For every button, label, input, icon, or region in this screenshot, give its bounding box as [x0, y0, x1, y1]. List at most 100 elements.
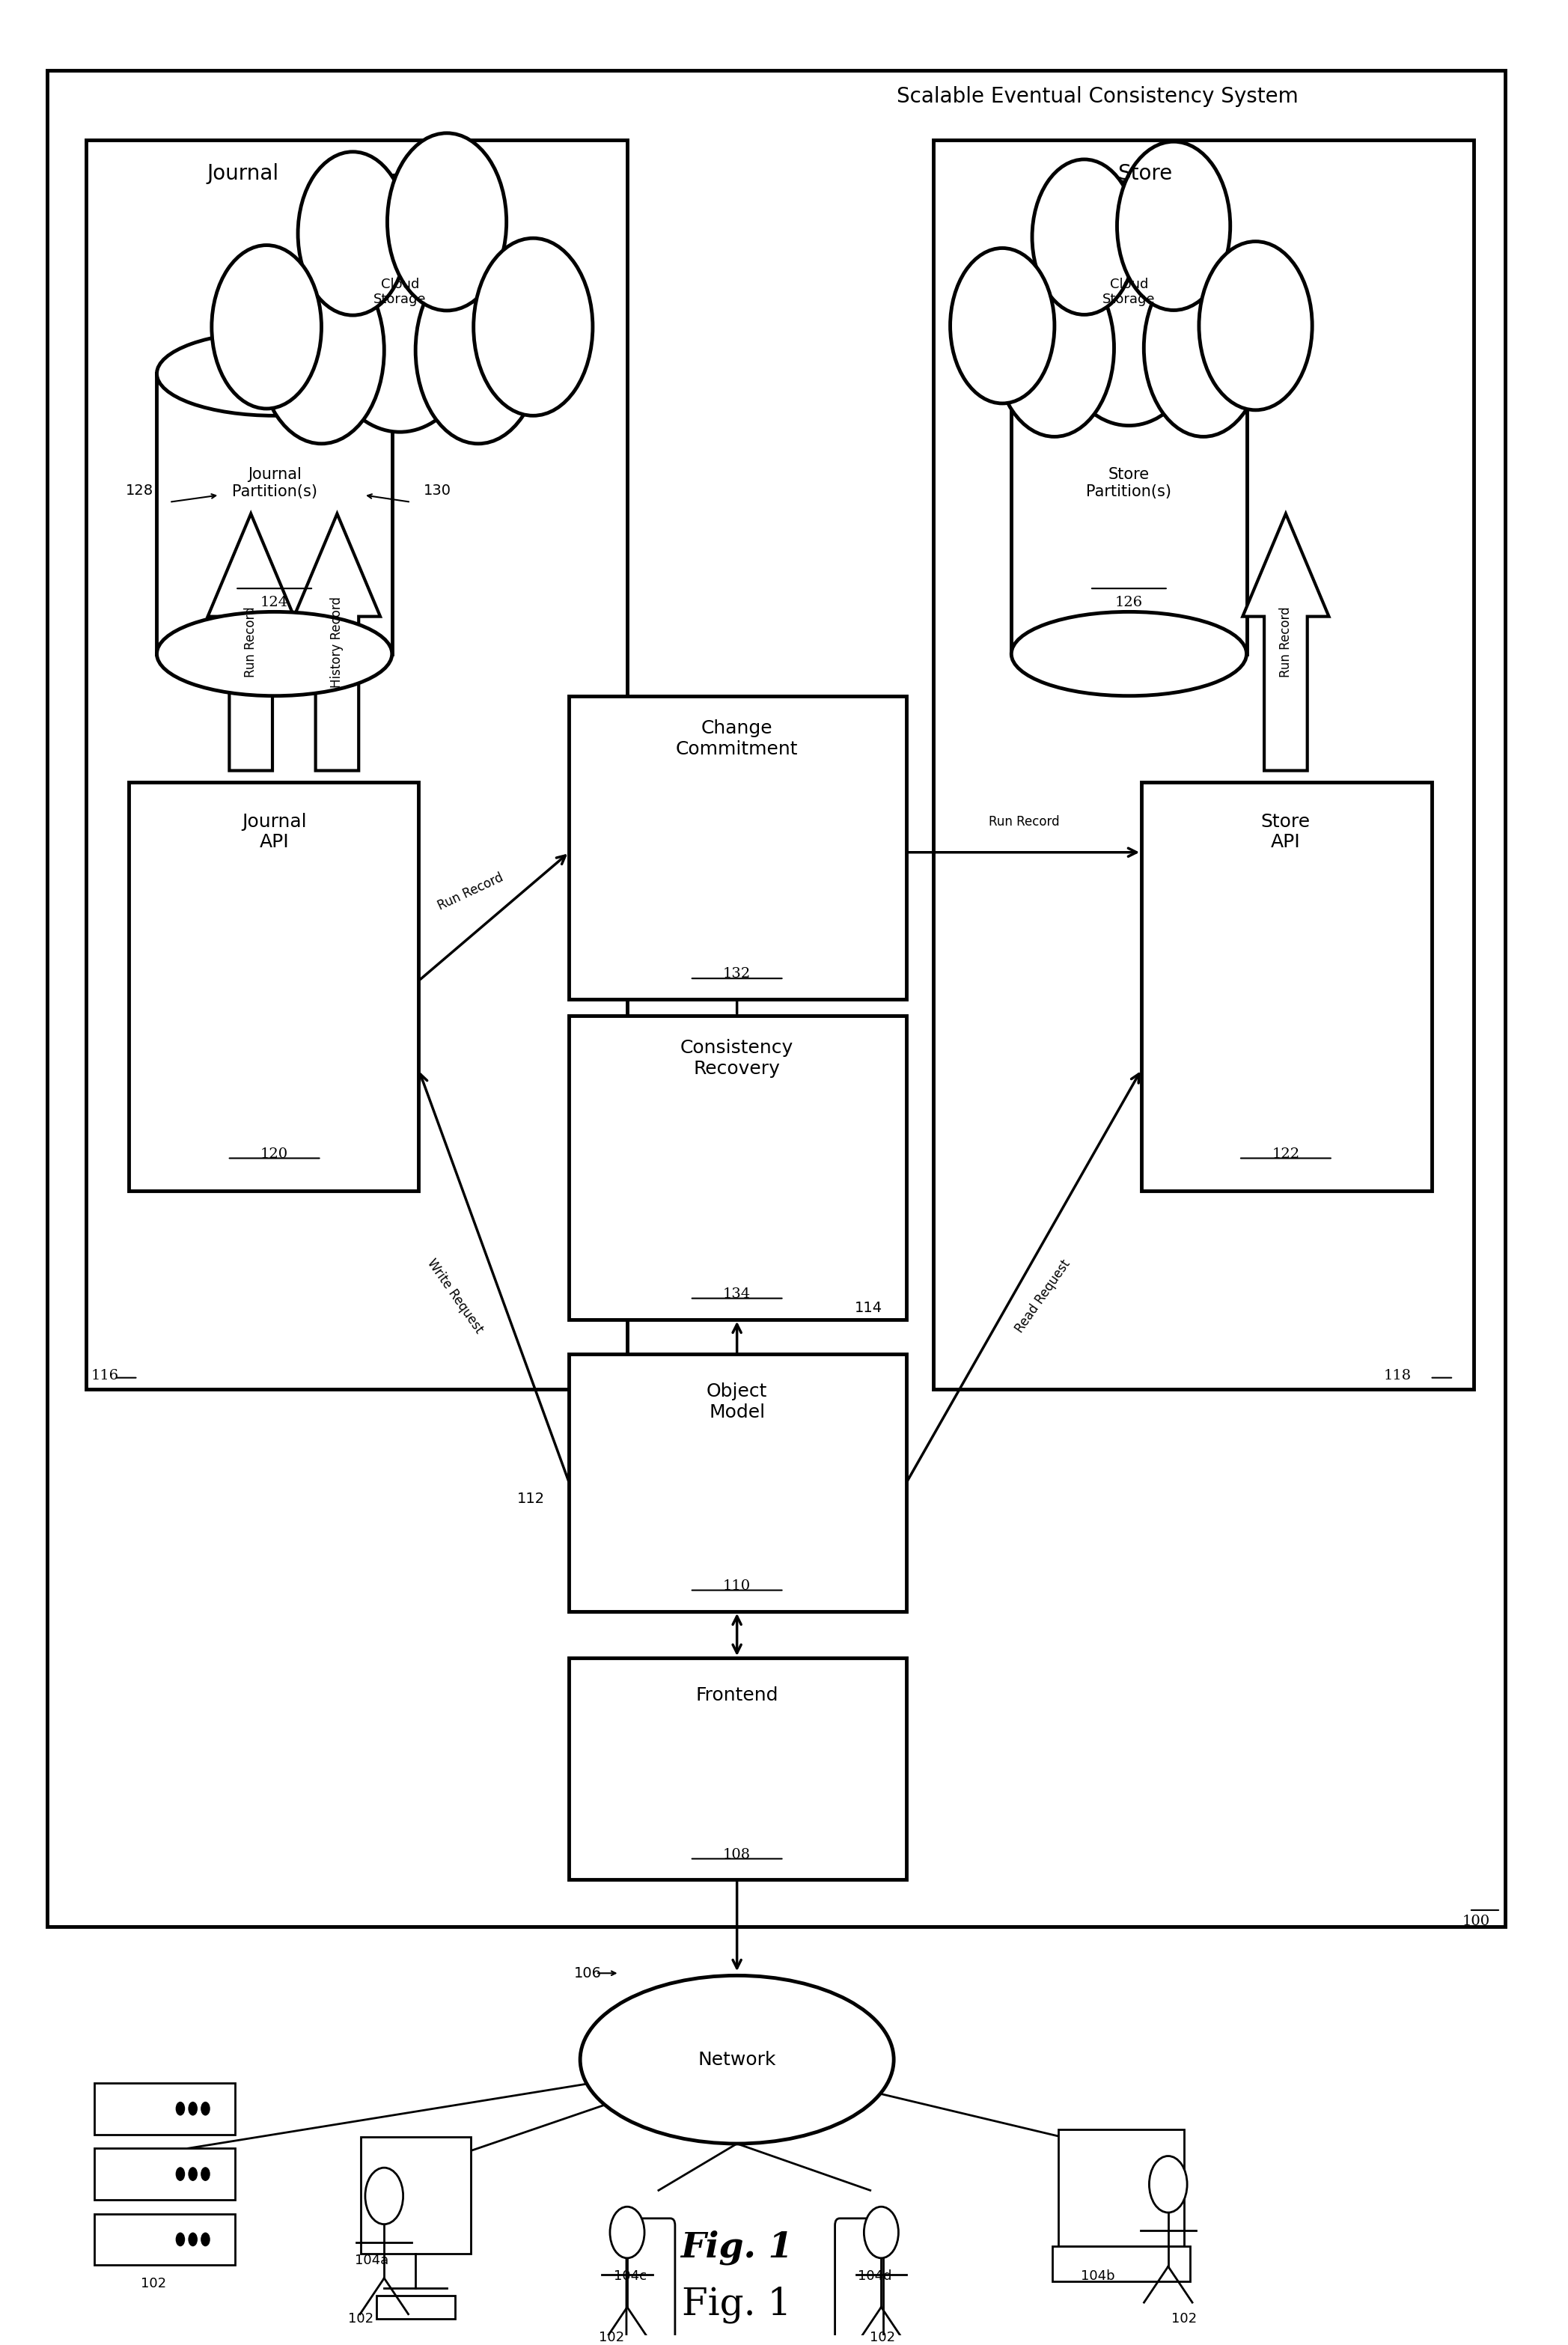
FancyBboxPatch shape: [1052, 2247, 1190, 2282]
Circle shape: [1047, 181, 1210, 424]
Circle shape: [416, 258, 541, 443]
Text: Frontend: Frontend: [696, 1686, 778, 1705]
Circle shape: [188, 2232, 198, 2247]
FancyBboxPatch shape: [569, 1658, 906, 1881]
Text: 100: 100: [1461, 1916, 1490, 1928]
FancyBboxPatch shape: [140, 800, 430, 1208]
FancyBboxPatch shape: [569, 696, 906, 999]
Circle shape: [1143, 260, 1262, 436]
Text: 110: 110: [723, 1578, 751, 1592]
FancyBboxPatch shape: [86, 141, 627, 1388]
Text: 130: 130: [423, 483, 452, 497]
Text: Read Request: Read Request: [1013, 1257, 1073, 1334]
Text: Store
API: Store API: [1261, 814, 1311, 851]
Text: Journal
Partition(s): Journal Partition(s): [232, 467, 317, 499]
FancyBboxPatch shape: [361, 2136, 470, 2254]
Text: 102: 102: [870, 2331, 895, 2345]
Circle shape: [176, 2167, 185, 2181]
Text: Journal: Journal: [207, 164, 279, 185]
Text: 128: 128: [125, 483, 154, 497]
Circle shape: [950, 249, 1054, 403]
Text: 102: 102: [348, 2312, 373, 2326]
FancyBboxPatch shape: [580, 713, 917, 1015]
Text: 104d: 104d: [858, 2270, 892, 2284]
FancyBboxPatch shape: [580, 1032, 917, 1337]
Ellipse shape: [1011, 612, 1247, 696]
Text: 134: 134: [723, 1287, 751, 1301]
Text: 104a: 104a: [354, 2254, 389, 2268]
Polygon shape: [207, 514, 295, 772]
FancyBboxPatch shape: [836, 2218, 884, 2345]
FancyBboxPatch shape: [94, 2214, 235, 2265]
Text: 102: 102: [1171, 2312, 1196, 2326]
FancyBboxPatch shape: [47, 70, 1505, 1928]
Circle shape: [1116, 141, 1231, 310]
FancyBboxPatch shape: [580, 1674, 917, 1897]
Circle shape: [188, 2167, 198, 2181]
Circle shape: [365, 2167, 403, 2223]
Text: 112: 112: [517, 1491, 546, 1505]
Text: Fig. 1: Fig. 1: [682, 2286, 792, 2324]
Text: Consistency
Recovery: Consistency Recovery: [681, 1039, 793, 1079]
FancyBboxPatch shape: [1152, 800, 1443, 1208]
Polygon shape: [157, 373, 392, 654]
Text: 124: 124: [260, 596, 289, 610]
Text: 106: 106: [574, 1965, 602, 1979]
Ellipse shape: [157, 331, 392, 415]
FancyBboxPatch shape: [569, 1015, 906, 1320]
Circle shape: [212, 246, 321, 408]
Circle shape: [259, 258, 384, 443]
Circle shape: [1200, 242, 1312, 410]
Text: 126: 126: [1115, 596, 1143, 610]
Text: Scalable Eventual Consistency System: Scalable Eventual Consistency System: [897, 87, 1298, 108]
Text: Run Record: Run Record: [1279, 607, 1292, 678]
FancyBboxPatch shape: [94, 2148, 235, 2200]
Circle shape: [298, 152, 408, 314]
FancyBboxPatch shape: [129, 783, 419, 1191]
Circle shape: [1032, 159, 1137, 314]
FancyBboxPatch shape: [94, 2082, 235, 2134]
Text: Fig. 1: Fig. 1: [681, 2230, 793, 2265]
Text: Write Request: Write Request: [423, 1257, 486, 1337]
Circle shape: [176, 2101, 185, 2115]
Text: 132: 132: [723, 966, 751, 980]
Circle shape: [201, 2232, 210, 2247]
Text: 102: 102: [599, 2331, 624, 2345]
Circle shape: [176, 2232, 185, 2247]
Circle shape: [610, 2207, 644, 2258]
Circle shape: [201, 2101, 210, 2115]
Text: 108: 108: [723, 1848, 751, 1862]
Text: Journal
API: Journal API: [241, 814, 307, 851]
Text: Store: Store: [1118, 164, 1171, 185]
Circle shape: [864, 2207, 898, 2258]
Text: Cloud
Storage: Cloud Storage: [373, 277, 426, 307]
Ellipse shape: [580, 1974, 894, 2143]
Text: 104c: 104c: [613, 2270, 648, 2284]
Text: 122: 122: [1272, 1147, 1300, 1161]
Circle shape: [996, 260, 1113, 436]
Text: 116: 116: [91, 1369, 119, 1384]
Circle shape: [1149, 2155, 1187, 2214]
Text: Run Record: Run Record: [988, 816, 1060, 828]
FancyBboxPatch shape: [580, 1372, 917, 1627]
Text: 120: 120: [260, 1147, 289, 1161]
FancyBboxPatch shape: [569, 1355, 906, 1611]
Text: Run Record: Run Record: [245, 607, 257, 678]
Text: 102: 102: [141, 2277, 166, 2291]
Circle shape: [474, 239, 593, 415]
Text: 104b: 104b: [1080, 2270, 1115, 2284]
Ellipse shape: [1011, 331, 1247, 415]
Text: 114: 114: [855, 1301, 883, 1316]
Circle shape: [387, 134, 506, 310]
FancyBboxPatch shape: [376, 2296, 455, 2319]
Text: Run Record: Run Record: [436, 870, 505, 912]
Text: Network: Network: [698, 2050, 776, 2068]
Text: Object
Model: Object Model: [707, 1384, 767, 1421]
Text: Change
Commitment: Change Commitment: [676, 720, 798, 757]
FancyBboxPatch shape: [1058, 2129, 1184, 2247]
Text: Store
Partition(s): Store Partition(s): [1087, 467, 1171, 499]
FancyBboxPatch shape: [933, 141, 1474, 1388]
Polygon shape: [295, 514, 379, 772]
Text: 118: 118: [1383, 1369, 1411, 1384]
Circle shape: [188, 2101, 198, 2115]
